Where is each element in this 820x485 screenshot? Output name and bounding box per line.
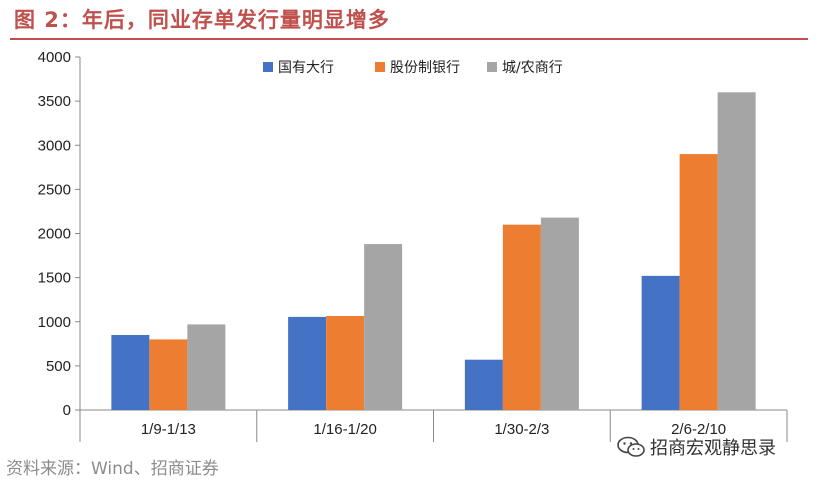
- figure-title: 图 2：年后，同业存单发行量明显增多: [14, 8, 390, 32]
- legend-swatch: [263, 62, 273, 72]
- legend-label: 城/农商行: [502, 60, 563, 76]
- bar: [149, 339, 188, 410]
- y-tick-label: 2000: [38, 226, 71, 243]
- bar: [679, 154, 718, 410]
- x-tick-label: 1/16-1/20: [313, 421, 376, 438]
- y-tick-label: 3000: [38, 137, 71, 154]
- y-tick-label: 1000: [38, 314, 71, 331]
- y-tick-label: 0: [63, 402, 71, 419]
- x-tick-label: 1/30-2/3: [494, 421, 549, 438]
- bar: [464, 359, 503, 410]
- x-tick-label: 1/9-1/13: [141, 421, 196, 438]
- y-tick-label: 2500: [38, 181, 71, 198]
- x-tick-label: 2/6-2/10: [671, 421, 726, 438]
- y-tick-label: 4000: [38, 49, 71, 66]
- legend-label: 股份制银行: [390, 60, 460, 76]
- bar: [717, 92, 756, 411]
- bar: [502, 224, 541, 410]
- bar: [187, 324, 226, 410]
- y-tick-label: 500: [46, 358, 71, 375]
- source-note: 资料来源：Wind、招商证券: [6, 459, 219, 479]
- watermark: 招商宏观静思录: [616, 434, 776, 460]
- bar: [641, 275, 680, 410]
- y-tick-label: 1500: [38, 270, 71, 287]
- legend-label: 国有大行: [278, 60, 334, 76]
- bar: [288, 316, 327, 410]
- bar: [326, 316, 365, 410]
- watermark-text: 招商宏观静思录: [650, 438, 776, 459]
- bar: [111, 334, 150, 410]
- legend-swatch: [487, 62, 497, 72]
- title-divider: [10, 38, 808, 40]
- y-tick-label: 3500: [38, 93, 71, 110]
- wechat-icon: [617, 436, 645, 457]
- legend-swatch: [375, 62, 385, 72]
- bar: [540, 217, 579, 410]
- bar: [364, 244, 403, 410]
